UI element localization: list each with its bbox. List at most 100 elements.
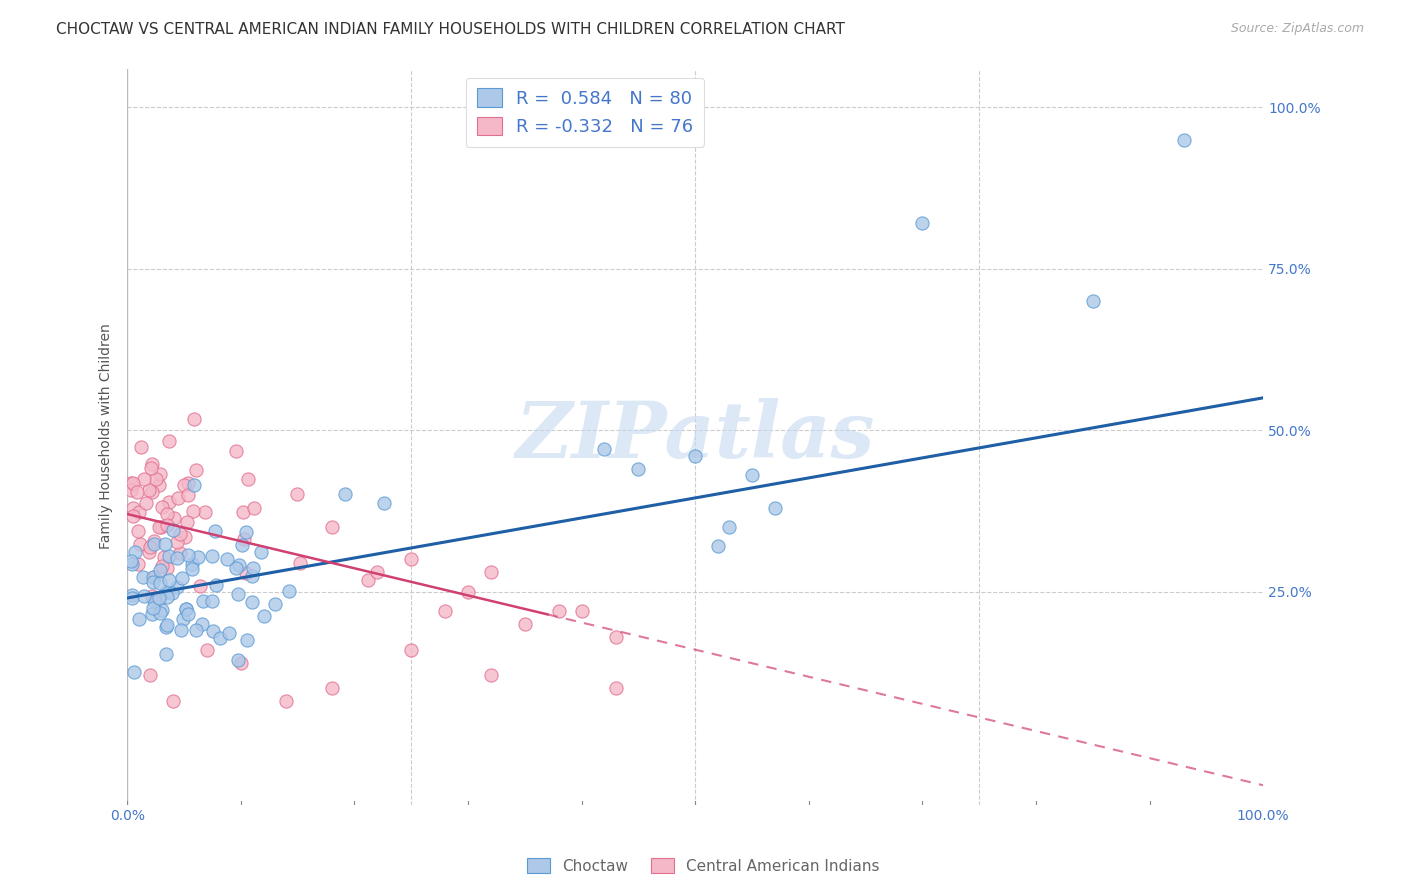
Point: [153, 550, 176, 565]
Point: [1173, 132, 1195, 146]
Point: [155, 584, 177, 599]
Text: Source: ZipAtlas.com: Source: ZipAtlas.com: [1230, 22, 1364, 36]
Point: [129, 537, 152, 551]
Point: [169, 526, 191, 541]
Point: [235, 524, 257, 539]
Point: [155, 619, 177, 633]
Point: [593, 442, 616, 457]
Point: [142, 537, 165, 551]
Point: [166, 491, 188, 505]
Point: [232, 533, 254, 547]
Point: [138, 483, 160, 497]
Point: [121, 557, 143, 571]
Point: [166, 550, 188, 565]
Point: [177, 548, 200, 562]
Point: [204, 524, 226, 538]
Point: [548, 604, 571, 618]
Point: [127, 557, 149, 571]
Point: [141, 607, 163, 621]
Point: [148, 591, 170, 605]
Point: [138, 541, 160, 555]
Point: [143, 594, 166, 608]
Point: [141, 457, 163, 471]
Point: [132, 589, 155, 603]
Point: [181, 558, 204, 572]
Point: [148, 563, 170, 577]
Point: [141, 461, 163, 475]
Point: [249, 545, 271, 559]
Text: ZIPatlas: ZIPatlas: [516, 399, 875, 475]
Point: [321, 681, 343, 696]
Point: [163, 511, 186, 525]
Point: [142, 570, 165, 584]
Point: [155, 647, 177, 661]
Point: [156, 591, 179, 605]
Point: [156, 507, 179, 521]
Point: [181, 504, 204, 518]
Point: [277, 584, 299, 599]
Point: [170, 623, 193, 637]
Point: [169, 546, 191, 560]
Point: [225, 443, 247, 458]
Point: [139, 668, 162, 682]
Point: [177, 488, 200, 502]
Point: [683, 449, 706, 463]
Point: [142, 570, 165, 584]
Point: [285, 487, 308, 501]
Point: [605, 681, 627, 696]
Point: [153, 536, 176, 550]
Point: [605, 630, 627, 644]
Point: [195, 642, 218, 657]
Point: [141, 589, 163, 603]
Point: [149, 606, 172, 620]
Point: [242, 568, 264, 582]
Point: [135, 496, 157, 510]
Point: [156, 560, 179, 574]
Point: [235, 566, 257, 580]
Point: [166, 580, 188, 594]
Point: [155, 618, 177, 632]
Legend: R =  0.584   N = 80, R = -0.332   N = 76: R = 0.584 N = 80, R = -0.332 N = 76: [465, 78, 704, 147]
Point: [148, 478, 170, 492]
Point: [162, 523, 184, 537]
Point: [321, 520, 343, 534]
Point: [188, 579, 211, 593]
Point: [399, 552, 422, 566]
Point: [1081, 293, 1104, 308]
Point: [172, 612, 194, 626]
Point: [236, 472, 259, 486]
Point: [242, 561, 264, 575]
Point: [162, 694, 184, 708]
Point: [177, 607, 200, 622]
Point: [191, 616, 214, 631]
Text: CHOCTAW VS CENTRAL AMERICAN INDIAN FAMILY HOUSEHOLDS WITH CHILDREN CORRELATION C: CHOCTAW VS CENTRAL AMERICAN INDIAN FAMIL…: [56, 22, 845, 37]
Point: [194, 505, 217, 519]
Point: [121, 588, 143, 602]
Point: [184, 624, 207, 638]
Point: [173, 478, 195, 492]
Legend: Choctaw, Central American Indians: Choctaw, Central American Indians: [520, 852, 886, 880]
Point: [183, 411, 205, 425]
Point: [121, 508, 143, 523]
Point: [157, 434, 180, 448]
Point: [149, 576, 172, 591]
Point: [157, 549, 180, 563]
Point: [201, 549, 224, 563]
Point: [149, 519, 172, 533]
Point: [157, 573, 180, 587]
Point: [141, 484, 163, 499]
Point: [177, 476, 200, 491]
Point: [366, 565, 388, 579]
Point: [156, 518, 179, 533]
Point: [229, 656, 252, 670]
Point: [707, 539, 730, 553]
Point: [226, 653, 249, 667]
Point: [120, 554, 142, 568]
Point: [124, 545, 146, 559]
Point: [513, 616, 536, 631]
Point: [911, 217, 934, 231]
Point: [191, 594, 214, 608]
Point: [434, 604, 457, 618]
Point: [176, 515, 198, 529]
Point: [174, 602, 197, 616]
